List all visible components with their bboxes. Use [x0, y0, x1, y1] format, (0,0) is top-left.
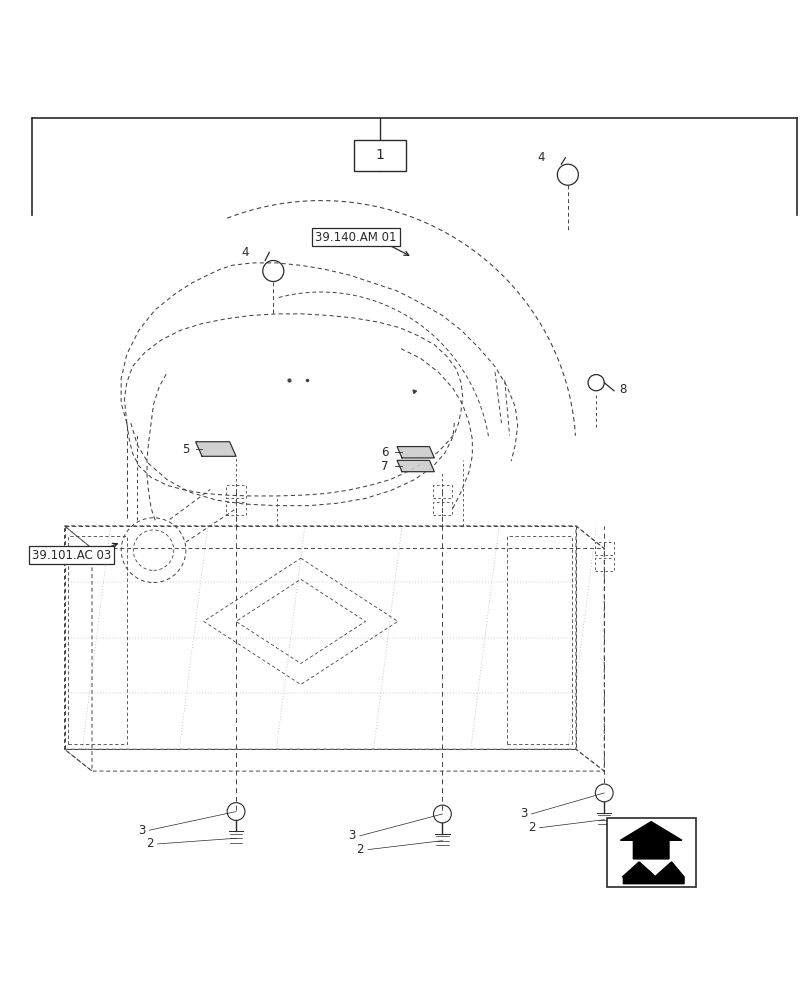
Text: 4: 4: [537, 151, 544, 164]
Bar: [226, 502, 246, 515]
Text: 3: 3: [138, 824, 145, 837]
Text: 5: 5: [182, 443, 189, 456]
Text: 7: 7: [380, 460, 388, 473]
Text: 6: 6: [380, 446, 388, 459]
Bar: [226, 485, 246, 498]
Text: 8: 8: [618, 383, 625, 396]
Text: 39.101.AC 03: 39.101.AC 03: [32, 549, 111, 562]
Text: 1: 1: [375, 148, 384, 162]
Bar: [354, 140, 406, 171]
Text: 2: 2: [527, 821, 534, 834]
Bar: [606, 818, 695, 887]
Text: 2: 2: [146, 837, 153, 850]
Bar: [432, 485, 452, 498]
Text: 3: 3: [519, 807, 526, 820]
Bar: [432, 502, 452, 515]
Bar: [594, 542, 613, 555]
Polygon shape: [397, 447, 434, 458]
Bar: [594, 558, 613, 571]
Polygon shape: [620, 822, 681, 859]
Text: 4: 4: [241, 246, 249, 259]
Polygon shape: [195, 442, 236, 456]
Text: 2: 2: [356, 843, 363, 856]
Text: 3: 3: [348, 829, 355, 842]
Polygon shape: [397, 460, 434, 472]
Text: 39.140.AM 01: 39.140.AM 01: [315, 231, 397, 244]
